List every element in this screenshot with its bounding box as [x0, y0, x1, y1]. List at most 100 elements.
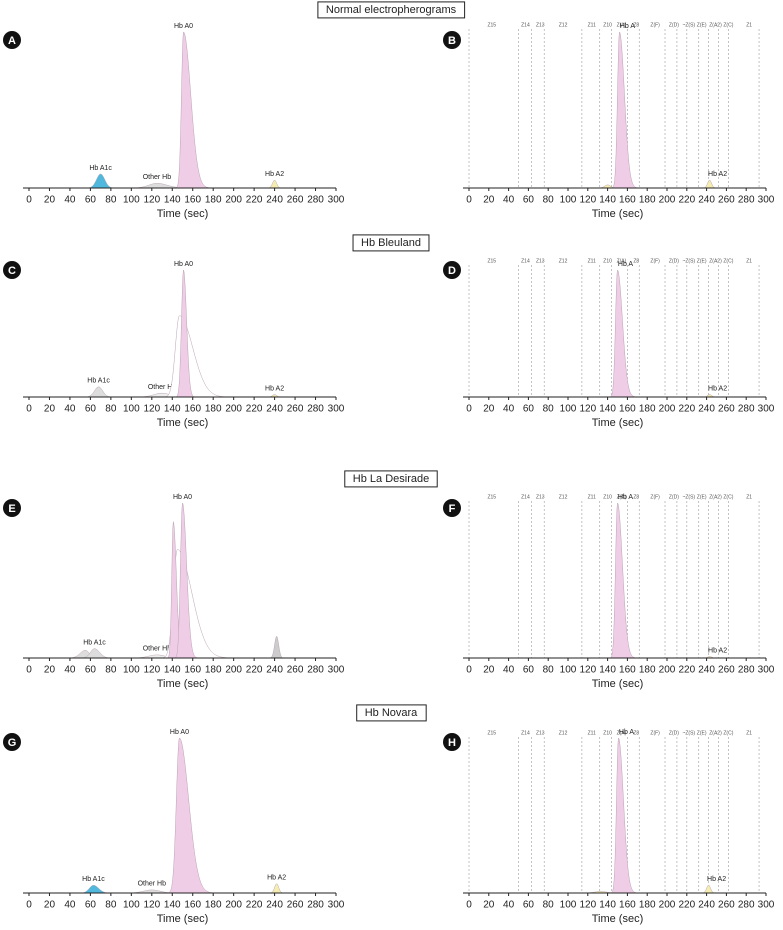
- x-tick-label: 180: [205, 900, 222, 911]
- peak: [82, 386, 115, 398]
- panel-badge: [443, 733, 461, 751]
- x-tick-label: 120: [143, 665, 160, 676]
- x-tick-label: 100: [560, 665, 577, 676]
- zone-label: Z(E): [697, 22, 707, 28]
- zone-label: Z15: [487, 22, 496, 28]
- zone-label: Z13: [536, 730, 545, 736]
- peak: [700, 884, 717, 894]
- x-tick-label: 60: [523, 900, 535, 911]
- peak-label: Hb A2: [708, 647, 727, 654]
- panel-badge: [3, 261, 21, 279]
- zone-label: Z(D): [669, 258, 679, 264]
- x-axis-label: Time (sec): [157, 417, 209, 429]
- x-tick-label: 20: [483, 404, 495, 415]
- x-tick-label: 220: [246, 195, 263, 206]
- x-tick-label: 80: [543, 195, 555, 206]
- peak: [162, 315, 233, 398]
- row-title-box: [317, 1, 466, 19]
- peak-label: Hb A1c: [87, 378, 110, 385]
- zone-label: Z(E): [697, 730, 707, 736]
- zone-label: Z(F): [650, 22, 660, 28]
- zone-label: Z(C): [723, 22, 733, 28]
- zone-label: Z(C): [723, 730, 733, 736]
- peak-label: Hb A1c: [89, 165, 112, 172]
- x-tick-label: 40: [503, 195, 515, 206]
- x-tick-label: 280: [738, 900, 755, 911]
- peak-label: Hb A: [618, 494, 634, 501]
- x-tick-label: 260: [287, 665, 304, 676]
- x-tick-label: 80: [105, 404, 117, 415]
- peak-label: Hb A1c: [83, 640, 106, 647]
- zone-label: Z15: [487, 494, 496, 500]
- zone-label: Z(A2): [709, 258, 722, 264]
- x-tick-label: 60: [85, 404, 97, 415]
- x-tick-label: 280: [738, 195, 755, 206]
- x-axis-label: Time (sec): [592, 678, 644, 690]
- zone-label: Z14: [521, 730, 530, 736]
- x-axis-label: Time (sec): [592, 913, 644, 925]
- x-tick-label: 80: [543, 900, 555, 911]
- zone-label: Z(A): [617, 22, 627, 28]
- row-title: Hb Bleuland: [361, 237, 421, 249]
- x-tick-label: 220: [678, 665, 695, 676]
- peak-label: Hb A: [620, 23, 636, 30]
- x-tick-label: 80: [105, 900, 117, 911]
- x-tick-label: 60: [85, 195, 97, 206]
- x-tick-label: 100: [123, 404, 140, 415]
- peak-label: Other Hb: [148, 384, 177, 391]
- zone-label: Z(F): [650, 494, 660, 500]
- zone-label: Z(D): [669, 22, 679, 28]
- x-tick-label: 80: [543, 404, 555, 415]
- x-tick-label: 40: [64, 665, 76, 676]
- peak: [266, 179, 283, 189]
- panel-letter: G: [8, 737, 17, 749]
- x-tick-label: 160: [184, 404, 201, 415]
- x-tick-label: 120: [143, 195, 160, 206]
- x-tick-label: 240: [266, 665, 283, 676]
- x-tick-label: 60: [85, 900, 97, 911]
- zone-label: Z(F): [650, 730, 660, 736]
- x-tick-label: 160: [184, 195, 201, 206]
- zone-label: Z12: [559, 494, 568, 500]
- x-tick-label: 300: [758, 404, 775, 415]
- x-tick-label: 160: [184, 900, 201, 911]
- zone-label: Z(F): [650, 258, 660, 264]
- zone-label: Z12: [559, 730, 568, 736]
- row-title-box: [356, 704, 427, 722]
- x-tick-label: 160: [184, 665, 201, 676]
- x-axis-label: Time (sec): [157, 678, 209, 690]
- zone-label: Z1: [746, 494, 752, 500]
- x-axis-label: Time (sec): [157, 913, 209, 925]
- x-tick-label: 160: [619, 665, 636, 676]
- zone-label: Z14: [521, 494, 530, 500]
- peak-label: Hb A0: [174, 23, 193, 30]
- x-tick-label: 100: [560, 900, 577, 911]
- x-tick-label: 0: [466, 665, 472, 676]
- zone-label: Z1: [746, 730, 752, 736]
- peak: [609, 502, 638, 659]
- panel-letter: F: [449, 503, 456, 515]
- x-tick-label: 240: [698, 900, 715, 911]
- panel-letter: C: [8, 265, 16, 277]
- x-tick-label: 60: [523, 665, 535, 676]
- zone-label: Z8: [633, 494, 639, 500]
- x-tick-label: 140: [599, 900, 616, 911]
- row-title-box: [344, 470, 438, 488]
- x-tick-label: 200: [225, 195, 242, 206]
- zone-label: Z(A): [617, 258, 627, 264]
- x-tick-label: 0: [26, 404, 32, 415]
- x-tick-label: 20: [483, 195, 495, 206]
- peak-label: Hb A: [618, 261, 634, 268]
- x-tick-label: 220: [246, 900, 263, 911]
- x-tick-label: 220: [678, 404, 695, 415]
- peak-label: Hb A2: [265, 385, 284, 392]
- x-tick-label: 140: [599, 404, 616, 415]
- panel-badge: [3, 31, 21, 49]
- peak-label: Hb A2: [708, 385, 727, 392]
- zone-label: Z10: [603, 258, 612, 264]
- x-axis-label: Time (sec): [592, 208, 644, 220]
- x-tick-label: 260: [718, 404, 735, 415]
- x-tick-label: 120: [579, 404, 596, 415]
- zone-label: Z(D): [669, 494, 679, 500]
- x-tick-label: 160: [619, 195, 636, 206]
